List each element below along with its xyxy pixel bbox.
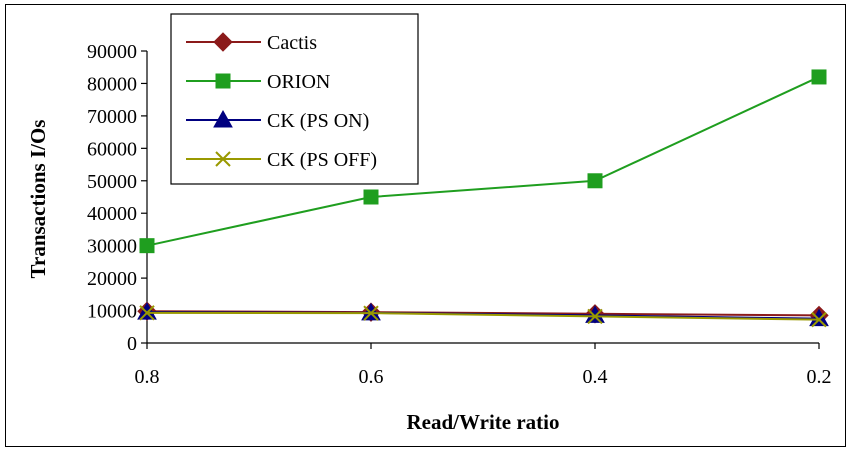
y-tick-label: 90000 bbox=[87, 41, 137, 63]
y-tick-label: 20000 bbox=[87, 268, 137, 290]
y-axis-title: Transactions I/Os bbox=[26, 120, 50, 279]
data-point bbox=[585, 305, 605, 323]
x-marker-stroke bbox=[139, 305, 155, 321]
y-tick-label: 60000 bbox=[87, 138, 137, 160]
legend-item: CK (PS OFF) bbox=[186, 149, 377, 171]
series-orion bbox=[139, 69, 827, 254]
legend-swatch-marker bbox=[215, 73, 231, 89]
x-axis-title: Read/Write ratio bbox=[407, 410, 560, 434]
legend-swatch-marker bbox=[213, 32, 233, 52]
chart-frame bbox=[5, 4, 846, 447]
data-point bbox=[587, 173, 603, 189]
x-tick-label: 0.4 bbox=[583, 366, 608, 388]
series-ck-ps-off bbox=[139, 305, 827, 328]
data-point bbox=[139, 305, 155, 321]
legend-item: Cactis bbox=[186, 32, 317, 54]
data-point bbox=[587, 308, 603, 325]
legend-label: CK (PS ON) bbox=[267, 110, 369, 132]
legend-item: CK (PS ON) bbox=[186, 109, 369, 132]
legend: Cactis ORION CK (PS ON) CK (PS OFF) bbox=[170, 13, 419, 185]
data-point bbox=[139, 238, 155, 254]
x-tick-label: 0.2 bbox=[807, 366, 832, 388]
x-marker-stroke bbox=[363, 305, 379, 321]
data-point bbox=[137, 302, 157, 320]
legend-swatch-marker bbox=[213, 109, 233, 128]
data-point bbox=[811, 311, 827, 328]
legend-swatch-marker bbox=[215, 151, 231, 167]
data-point bbox=[809, 308, 829, 327]
legend-label: CK (PS OFF) bbox=[267, 149, 377, 171]
y-tick-label: 40000 bbox=[87, 203, 137, 225]
legend-label: ORION bbox=[267, 71, 330, 93]
x-marker-stroke bbox=[811, 311, 827, 328]
y-tick-label: 0 bbox=[127, 333, 137, 355]
legend-item: ORION bbox=[186, 71, 330, 93]
series-layer bbox=[137, 69, 829, 328]
data-point bbox=[811, 69, 827, 85]
data-point bbox=[363, 305, 379, 321]
y-tick-label: 30000 bbox=[87, 236, 137, 258]
y-tick-label: 70000 bbox=[87, 106, 137, 128]
series-line bbox=[146, 311, 820, 321]
x-tick-label: 0.8 bbox=[135, 366, 160, 388]
y-tick-label: 10000 bbox=[87, 301, 137, 323]
legend-label: Cactis bbox=[267, 32, 317, 54]
data-point bbox=[363, 189, 379, 205]
x-marker-stroke bbox=[215, 151, 231, 167]
x-marker-stroke bbox=[587, 308, 603, 325]
series-line bbox=[146, 76, 820, 247]
y-tick-label: 80000 bbox=[87, 73, 137, 95]
x-tick-label: 0.6 bbox=[359, 366, 384, 388]
axes: 0 10000 20000 30000 40000 50000 60000 70000 8000… bbox=[87, 41, 832, 388]
y-tick-label: 50000 bbox=[87, 171, 137, 193]
